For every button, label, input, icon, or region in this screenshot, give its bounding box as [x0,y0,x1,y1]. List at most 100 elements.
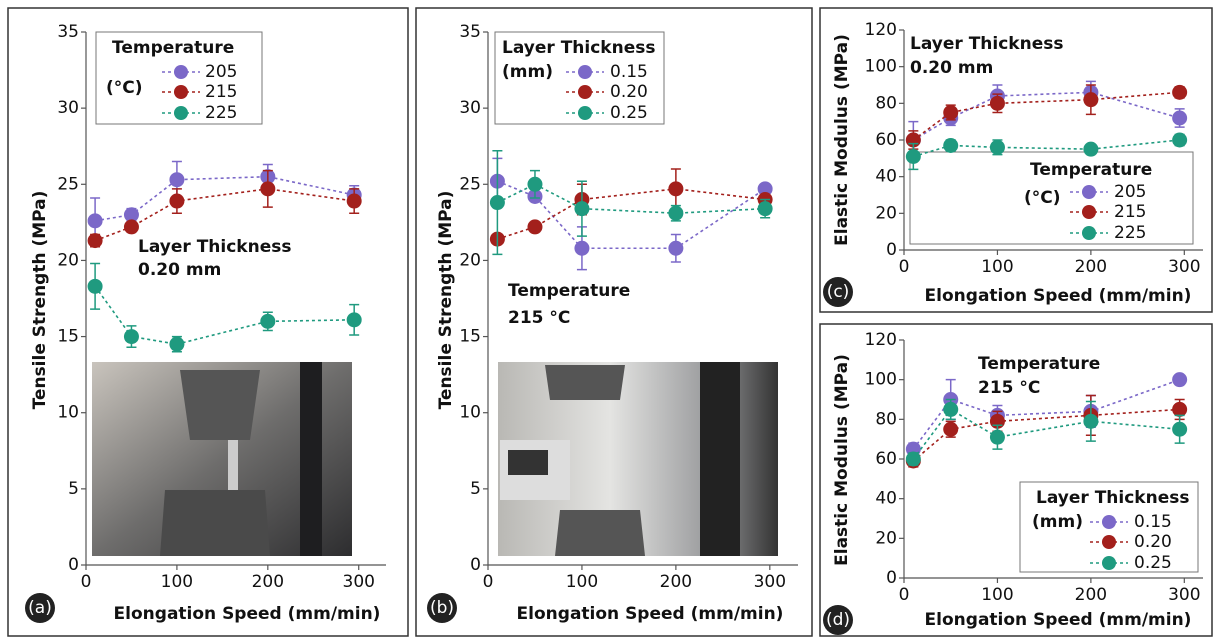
y-tick-label: 40 [875,167,897,187]
x-tick-label: 0 [899,585,910,605]
data-point [668,181,684,197]
data-point [574,201,590,217]
data-point [527,176,543,192]
data-point [989,429,1005,445]
series-line [912,91,1180,141]
x-tick-label: 200 [1075,257,1107,277]
annotation: Temperature [508,281,630,301]
legend-title: Layer Thickness [502,38,655,58]
y-tick-label: 20 [875,203,897,223]
photo [498,362,778,556]
panel-label-badge [25,593,55,623]
series-line [912,378,1180,450]
series-line [94,175,355,222]
data-point [943,401,959,417]
panel-frame [7,7,409,637]
data-point [87,213,103,229]
y-tick-label: 60 [875,449,897,469]
legend-box [494,31,665,125]
legend-marker [1082,185,1096,199]
data-point [905,451,921,467]
y-axis-label: Tensile Strength (MPa) [30,191,50,410]
y-tick-label: 25 [459,174,481,194]
x-tick-label: 100 [566,572,598,592]
y-tick-label: 0 [886,568,897,588]
y-axis-label: Elastic Modulus (MPa) [832,354,852,566]
annotation: Layer Thickness [138,237,291,257]
y-tick-label: 120 [865,20,897,40]
y-tick-label: 100 [865,370,897,390]
legend-title: (mm) [1032,512,1083,532]
x-tick-label: 300 [343,572,375,592]
annotation: 215 °C [508,308,570,328]
legend-title: (°C) [1024,188,1061,208]
series-line [497,188,766,240]
annotation: Layer Thickness [910,34,1063,54]
x-axis-label: Elongation Speed (mm/min) [925,286,1192,306]
data-point [527,219,543,235]
annotation: 0.20 mm [910,58,993,78]
data-point [1172,421,1188,437]
y-tick-label: 35 [459,22,481,42]
data-point [1172,372,1188,388]
data-point [1172,84,1188,100]
y-tick-label: 15 [57,327,79,347]
y-tick-label: 0 [68,555,79,575]
data-point [943,138,959,153]
data-point [1083,413,1099,429]
legend-marker [1082,226,1096,240]
data-point [123,329,139,345]
annotation: Temperature [978,354,1100,374]
y-tick-label: 120 [865,330,897,350]
data-point [123,207,139,223]
data-point [169,193,185,209]
x-tick-label: 0 [899,257,910,277]
data-point [87,278,103,294]
data-point [989,139,1005,155]
legend-label: 0.25 [610,103,648,123]
legend-title: (mm) [502,62,553,82]
data-point [87,233,103,249]
y-tick-label: 15 [459,327,481,347]
panel-label: (a) [28,598,52,618]
legend-label: 225 [205,103,237,123]
data-point [123,219,139,235]
photo [92,362,352,556]
legend-marker [1102,515,1116,529]
legend-marker [1102,556,1116,570]
x-axis-label: Elongation Speed (mm/min) [114,604,381,624]
legend-label: 215 [205,82,237,102]
legend-marker [1082,205,1096,219]
data-point [1083,92,1099,108]
y-tick-label: 25 [57,174,79,194]
legend-marker [174,85,188,99]
x-tick-label: 300 [1168,257,1200,277]
legend-marker [578,65,592,79]
series-line [497,183,766,215]
x-tick-label: 0 [81,572,92,592]
y-tick-label: 5 [68,479,79,499]
data-point [943,105,959,120]
x-tick-label: 100 [161,572,193,592]
x-tick-label: 100 [981,257,1013,277]
legend-title: Temperature [1030,160,1152,180]
x-tick-label: 200 [660,572,692,592]
y-tick-label: 0 [886,240,897,260]
legend-label: 0.20 [610,82,648,102]
data-point [757,201,773,217]
x-tick-label: 100 [981,585,1013,605]
x-tick-label: 300 [1168,585,1200,605]
legend-label: 0.15 [1134,512,1172,532]
x-axis-label: Elongation Speed (mm/min) [517,604,784,624]
y-tick-label: 60 [875,130,897,150]
data-point [1172,110,1188,126]
panel-label: (d) [826,610,850,630]
y-tick-label: 30 [57,98,79,118]
data-point [260,181,276,197]
legend-marker [578,85,592,99]
y-tick-label: 100 [865,57,897,77]
legend-title: Layer Thickness [1036,488,1189,508]
y-tick-label: 10 [459,403,481,423]
legend-marker [174,106,188,120]
legend-label: 225 [1114,223,1146,243]
